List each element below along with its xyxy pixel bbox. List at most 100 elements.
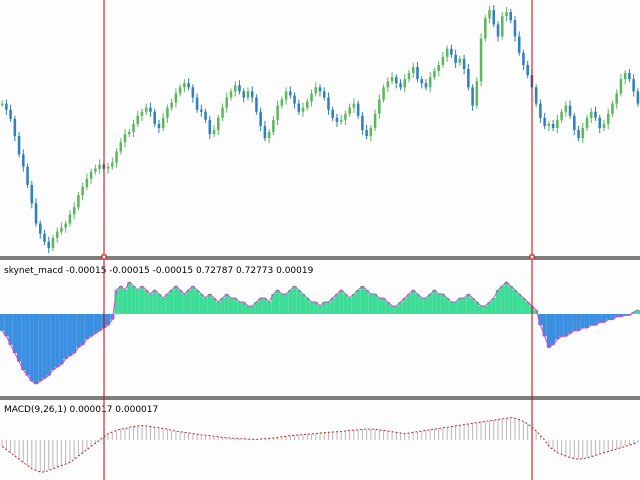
candle-body [568,105,572,116]
histogram-bar [377,298,382,314]
candle-body [356,103,360,116]
histogram-bar [394,306,399,314]
histogram-bar [555,314,560,340]
histogram-bar [606,314,611,320]
macd-pane[interactable] [1,417,639,473]
candle-body [462,58,466,70]
candle-body [250,91,254,98]
histogram-bar [534,310,539,314]
candle-body [47,241,51,248]
histogram-bar [512,290,518,314]
histogram-bar [241,302,246,314]
candle-body [619,79,623,94]
candle-body [140,111,144,116]
histogram-bar [199,294,204,314]
candle-body [348,107,351,114]
histogram-bar [16,314,22,362]
histogram-bar [360,286,365,314]
histogram-bar [135,290,140,314]
candle-body [420,79,423,84]
candle-body [297,103,301,112]
macd-label: MACD(9,26,1) 0.000017 0.000017 [4,405,158,415]
histogram-bar [89,314,94,337]
histogram-bar [279,294,284,314]
candle-body [64,223,67,228]
histogram-bar [381,298,386,314]
histogram-bar [76,314,81,348]
candle-body [361,115,364,131]
histogram-bar [428,294,433,314]
candle-body [208,119,212,135]
histogram-bar [93,314,98,334]
histogram-bar [254,302,259,314]
histogram-bar [139,286,145,314]
histogram-bar [525,302,530,314]
candle-body [479,38,483,82]
candle-body [267,132,271,139]
candle-body [289,91,292,96]
histogram-bar [508,286,513,314]
histogram-bar [165,294,170,314]
histogram-bar [207,294,212,314]
candle-body [259,111,262,126]
histogram-bar [491,298,496,314]
candle-body [43,233,46,242]
candle-body [187,83,190,88]
histogram-bar [105,314,111,326]
histogram-bar [288,290,293,314]
candle-body [225,97,229,108]
candle-body [513,20,517,37]
candle-body [467,69,470,88]
histogram-bar [29,314,34,382]
candle-body [492,10,496,25]
candle-body [212,130,216,135]
histogram-bar [25,314,30,376]
candle-body [488,10,491,19]
candle-body [9,109,12,119]
candle-body [306,101,309,108]
candle-body [318,87,322,92]
candle-body [60,227,63,232]
histogram-bar [423,298,429,314]
histogram-bar [584,314,590,328]
candle-body [378,99,381,114]
candle-body [191,87,195,98]
indicator-pane[interactable] [0,281,640,385]
candle-body [263,125,267,139]
candle-body [284,91,288,100]
histogram-bar [614,314,619,317]
vertical-markers [101,0,535,480]
candle-body [454,54,457,63]
candle-body [5,103,8,110]
histogram-bar [169,290,174,314]
histogram-bar [305,298,310,314]
histogram-bar [402,298,407,314]
histogram-bar [296,290,301,314]
histogram-bar [63,314,68,359]
histogram-bar [156,294,162,314]
price-pane[interactable] [0,4,640,254]
histogram-bar [576,314,581,331]
candle-body [293,95,296,104]
histogram-bar [415,294,420,314]
candle-body [450,48,453,55]
candle-body [543,117,546,126]
candle-body [34,203,38,224]
candle-body [22,154,25,167]
candle-body [339,119,343,122]
histogram-bar [411,290,416,314]
histogram-bar [504,282,509,314]
candle-body [577,130,580,139]
histogram-bar [194,290,200,314]
candle-body [72,207,76,215]
histogram-bar [161,298,166,314]
histogram-bar [521,298,526,314]
candle-body [352,103,356,108]
histogram-bar [610,314,615,320]
histogram-bar [322,302,327,314]
candle-body [437,64,440,72]
histogram-bar [478,306,484,314]
candle-body [390,77,394,82]
